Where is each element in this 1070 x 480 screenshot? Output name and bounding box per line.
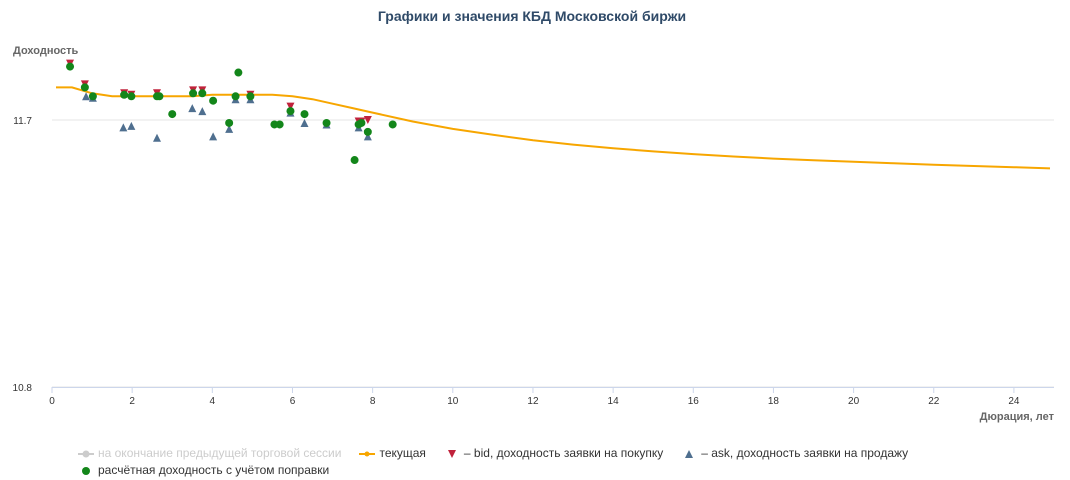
calc-yield-point[interactable]: [275, 120, 284, 129]
ask-point[interactable]: [300, 118, 309, 127]
series-2: [66, 59, 372, 126]
legend-label-calc: расчётная доходность с учётом поправки: [98, 462, 330, 477]
plot-axes: 11.710.80 2 4 6 8 10 12 14 16 18 20 22 24: [13, 116, 1054, 407]
current-curve-line: [56, 86, 1051, 170]
ask-point[interactable]: [127, 121, 136, 130]
calc-yield-point[interactable]: [388, 120, 397, 129]
calc-yield-point[interactable]: [189, 89, 198, 98]
calc-yield-point[interactable]: [231, 92, 240, 101]
legend-label-ask: – ask, доходность заявки на продажу: [701, 445, 909, 460]
calc-yield-point[interactable]: [80, 83, 89, 92]
series-3: [82, 92, 372, 142]
calc-yield-point[interactable]: [198, 89, 207, 98]
y-axis-label: Доходность: [13, 45, 79, 57]
ask-point[interactable]: [225, 124, 234, 133]
calc-yield-point[interactable]: [225, 118, 234, 127]
chart-legend: на окончание предыдущей торговой сессии …: [78, 444, 978, 478]
calc-yield-point[interactable]: [357, 118, 366, 127]
ask-point[interactable]: [119, 123, 128, 132]
legend-bid-triangle-down-icon: [444, 448, 460, 458]
ask-point[interactable]: [82, 92, 91, 101]
calc-yield-point[interactable]: [246, 92, 255, 101]
legend-item-bid[interactable]: – bid, доходность заявки на покупку: [444, 446, 663, 460]
ask-point[interactable]: [188, 104, 197, 113]
x-tick-label: 2: [129, 396, 135, 407]
ask-point[interactable]: [363, 132, 372, 141]
calc-yield-point[interactable]: [66, 62, 75, 71]
x-tick-label: 16: [688, 396, 700, 407]
plot-grid: [52, 119, 1054, 388]
bid-point[interactable]: [286, 102, 295, 111]
legend-label-current: текущая: [379, 445, 426, 460]
x-tick-label: 8: [370, 396, 376, 407]
legend-item-current[interactable]: текущая: [359, 445, 426, 460]
x-tick-label: 24: [1008, 396, 1020, 407]
legend-current-line-icon: [359, 448, 376, 458]
series-layer: [56, 59, 1051, 170]
series-4: [66, 62, 397, 165]
x-tick-label: 22: [928, 396, 940, 407]
calc-yield-point[interactable]: [300, 110, 309, 119]
legend-label-bid: – bid, доходность заявки на покупку: [463, 445, 664, 460]
series-1: [56, 86, 1051, 170]
legend-item-calc[interactable]: расчётная доходность с учётом поправки: [78, 463, 329, 477]
calc-yield-point[interactable]: [120, 90, 129, 99]
calc-yield-point[interactable]: [363, 127, 372, 136]
x-tick-label: 4: [210, 396, 216, 407]
calc-yield-point[interactable]: [209, 96, 218, 105]
legend-calc-circle-icon: [78, 465, 94, 475]
chart-title: Графики и значения КБД Московской биржи: [378, 8, 686, 24]
ask-point[interactable]: [209, 132, 218, 141]
legend-row-2: расчётная доходность с учётом поправки: [78, 461, 978, 478]
x-tick-label: 6: [290, 396, 296, 407]
legend-row-1: на окончание предыдущей торговой сессии …: [78, 444, 978, 461]
x-tick-label: 12: [527, 396, 539, 407]
calc-yield-point[interactable]: [155, 92, 164, 101]
legend-item-ask[interactable]: – ask, доходность заявки на продажу: [681, 446, 908, 460]
calc-yield-point[interactable]: [127, 92, 136, 101]
calc-yield-point[interactable]: [322, 118, 331, 127]
calc-yield-point[interactable]: [168, 110, 177, 119]
y-tick-label: 10.8: [13, 383, 33, 394]
calc-yield-point[interactable]: [350, 156, 359, 165]
ask-point[interactable]: [198, 107, 207, 116]
x-axis-label: Дюрация, лет: [980, 411, 1055, 423]
legend-item-previous[interactable]: на окончание предыдущей торговой сессии: [78, 446, 341, 460]
legend-previous-line-icon: [78, 448, 94, 458]
calc-yield-point[interactable]: [286, 107, 295, 116]
ask-point[interactable]: [153, 133, 162, 142]
x-tick-label: 0: [49, 396, 55, 407]
x-tick-label: 14: [608, 396, 620, 407]
x-tick-label: 18: [768, 396, 780, 407]
calc-yield-point[interactable]: [234, 68, 243, 77]
calc-yield-point[interactable]: [88, 92, 97, 101]
legend-ask-triangle-up-icon: [681, 448, 697, 458]
legend-label-previous: на окончание предыдущей торговой сессии: [98, 445, 342, 460]
x-tick-label: 10: [447, 396, 459, 407]
y-tick-label: 11.7: [13, 116, 32, 127]
x-tick-label: 20: [848, 396, 860, 407]
bid-point[interactable]: [363, 116, 372, 124]
